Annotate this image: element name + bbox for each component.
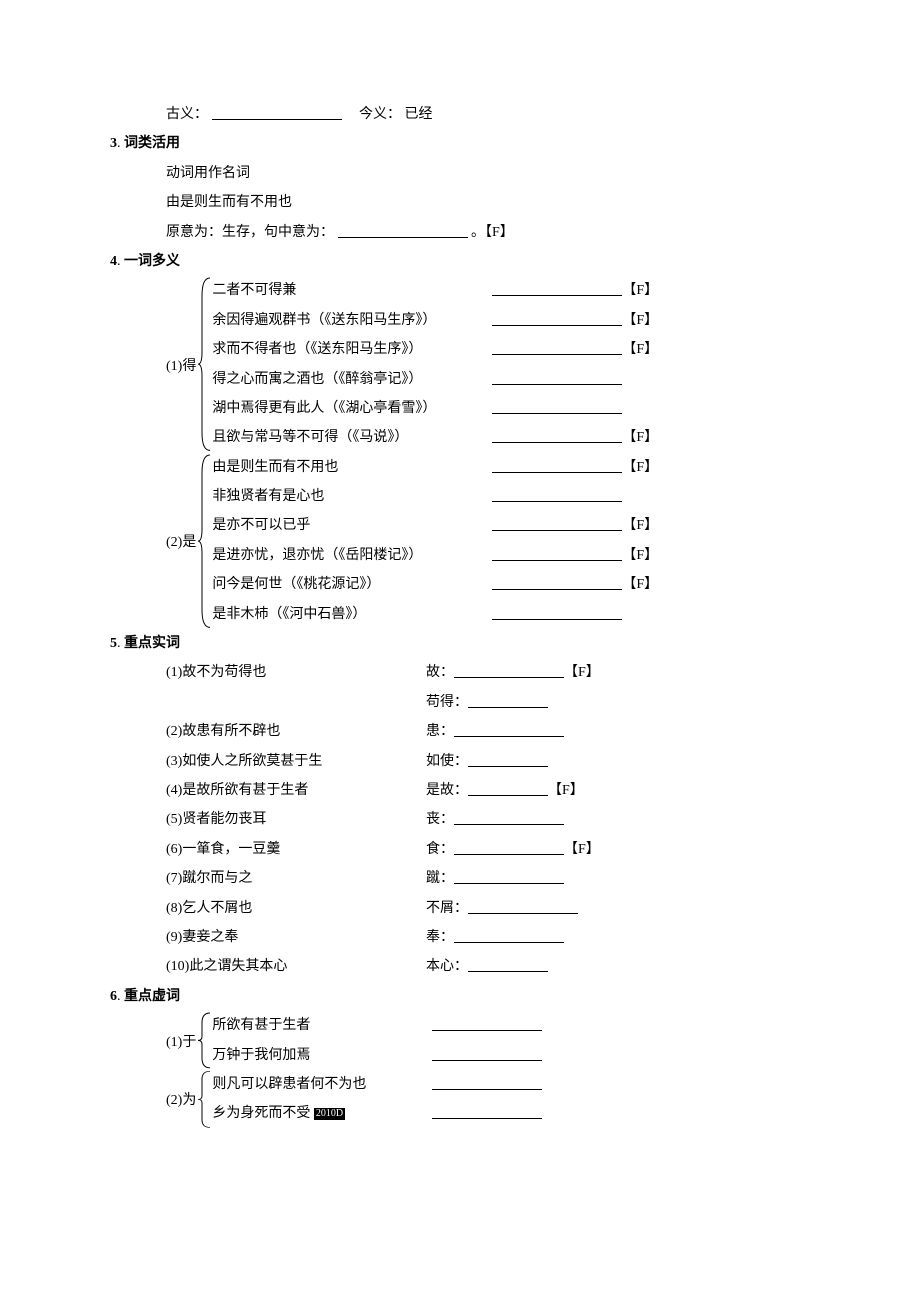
jinyi-label: 今义： [359,107,401,122]
curly-brace-icon [198,453,212,629]
blank [454,722,564,737]
group-rows: 二者不可得兼【F】 余因得遍观群书（《送东阳马生序》）【F】 求而不得者也（《送… [212,276,820,452]
blank [492,575,622,590]
blank [432,1016,542,1031]
curly-brace-icon [198,1011,212,1070]
brace-row: 是进亦忧，退亦忧（《岳阳楼记》）【F】 [212,541,820,570]
blank [468,752,548,767]
group-rows: 由是则生而有不用也【F】 非独贤者有是心也 是亦不可以已乎【F】 是进亦忧，退亦… [212,453,820,629]
curly-brace-icon [198,276,212,452]
document-page: 古义： 今义： 已经 3. 词类活用 动词用作名词 由是则生而有不用也 原意为：… [0,0,920,1189]
blank [492,487,622,502]
brace-row: 是亦不可以已乎【F】 [212,511,820,540]
section-5-heading: 5. 重点实词 [110,629,820,658]
s3-line3: 原意为：生存，句中意为： 。【F】 [110,218,820,247]
blank [492,370,622,385]
jinyi-value: 已经 [405,107,433,122]
brace-row: 余因得遍观群书（《送东阳马生序》）【F】 [212,306,820,335]
brace-row: 万钟于我何加焉 [212,1041,820,1070]
guyi-label: 古义： [166,107,208,122]
blank [492,311,622,326]
section-3-heading: 3. 词类活用 [110,129,820,158]
s5-row: 苟得： [166,688,820,717]
s4-group-2: (2)是 由是则生而有不用也【F】 非独贤者有是心也 是亦不可以已乎【F】 是进… [166,453,820,629]
s3-line1: 动词用作名词 [110,159,820,188]
brace-row: 问今是何世（《桃花源记》）【F】 [212,570,820,599]
s5-row: (4)是故所欲有甚于生者是故：【F】 [166,776,820,805]
blank [454,869,564,884]
brace-row: 则凡可以辟患者何不为也 [212,1070,820,1099]
blank [492,516,622,531]
s5-row: (1)故不为苟得也故：【F】 [166,658,820,687]
blank [492,281,622,296]
brace-row: 由是则生而有不用也【F】 [212,453,820,482]
blank [468,957,548,972]
brace-row: 是非木杮（《河中石兽》） [212,600,820,629]
section-6-heading: 6. 重点虚词 [110,982,820,1011]
blank [454,840,564,855]
brace-row: 乡为身死而不受 2010D [212,1099,820,1128]
s4-group-1: (1)得 二者不可得兼【F】 余因得遍观群书（《送东阳马生序》）【F】 求而不得… [166,276,820,452]
blank [454,663,564,678]
section-4-heading: 4. 一词多义 [110,247,820,276]
blank [492,458,622,473]
s6-group-1: (1)于 所欲有甚于生者 万钟于我何加焉 [166,1011,820,1070]
blank [468,781,548,796]
brace-row: 湖中焉得更有此人（《湖心亭看雪》） [212,394,820,423]
s5-row: (5)贤者能勿丧耳丧： [166,805,820,834]
blank [454,810,564,825]
blank [212,105,342,120]
blank [432,1075,542,1090]
s3-line2: 由是则生而有不用也 [110,188,820,217]
blank [492,340,622,355]
blank [468,693,548,708]
s6-group-2: (2)为 则凡可以辟患者何不为也 乡为身死而不受 2010D [166,1070,820,1129]
blank [492,546,622,561]
blank [468,899,578,914]
s5-row: (7)蹴尔而与之蹴： [166,864,820,893]
group-label: (1)得 [166,276,198,452]
s5-row: (8)乞人不屑也不屑： [166,894,820,923]
group-label: (2)为 [166,1070,198,1129]
blank [432,1104,542,1119]
brace-row: 非独贤者有是心也 [212,482,820,511]
blank [492,428,622,443]
brace-row: 求而不得者也（《送东阳马生序》）【F】 [212,335,820,364]
s5-row: (6)一箪食，一豆羹食：【F】 [166,835,820,864]
brace-row: 二者不可得兼【F】 [212,276,820,305]
brace-row: 且欲与常马等不可得（《马说》）【F】 [212,423,820,452]
blank [454,928,564,943]
s5-row: (9)妻妾之奉奉： [166,923,820,952]
blank [432,1046,542,1061]
s5-row: (10)此之谓失其本心本心： [166,952,820,981]
group-label: (1)于 [166,1011,198,1070]
group-label: (2)是 [166,453,198,629]
group-rows: 所欲有甚于生者 万钟于我何加焉 [212,1011,820,1070]
brace-row: 所欲有甚于生者 [212,1011,820,1040]
brace-row: 得之心而寓之酒也（《醉翁亭记》） [212,365,820,394]
s5-row: (3)如使人之所欲莫甚于生如使： [166,747,820,776]
curly-brace-icon [198,1070,212,1129]
group-rows: 则凡可以辟患者何不为也 乡为身死而不受 2010D [212,1070,820,1129]
s5-row: (2)故患有所不辟也患： [166,717,820,746]
redacted-tag: 2010D [314,1108,345,1120]
blank [338,223,468,238]
blank [492,399,622,414]
blank [492,605,622,620]
top-partial-line: 古义： 今义： 已经 [110,100,820,129]
